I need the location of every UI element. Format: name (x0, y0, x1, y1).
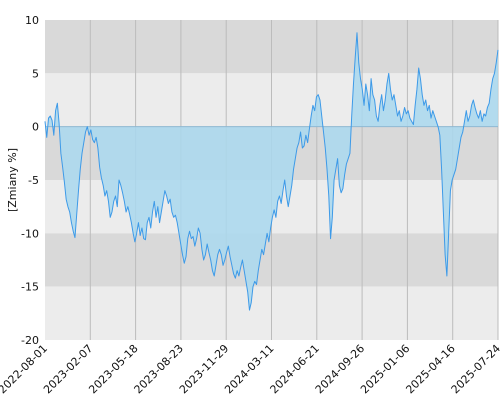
y-tick-label: -5 (28, 174, 39, 187)
y-tick-label: 5 (32, 67, 39, 80)
y-tick-labels: 10 5 0 -5 -10 -15 -20 (21, 14, 39, 347)
y-tick-label: -15 (21, 281, 39, 294)
y-tick-label: -20 (21, 334, 39, 347)
line-layer (44, 32, 499, 311)
series-area (45, 32, 498, 311)
area-layer (45, 32, 498, 311)
x-tick-labels: 2022-08-012023-02-072023-05-182023-08-23… (0, 342, 500, 396)
y-axis-label: [Zmiany %] (6, 148, 19, 212)
y-tick-label: 10 (25, 14, 39, 27)
y-tick-label: 0 (32, 121, 39, 134)
y-tick-label: -10 (21, 227, 39, 240)
series-line (44, 32, 499, 311)
